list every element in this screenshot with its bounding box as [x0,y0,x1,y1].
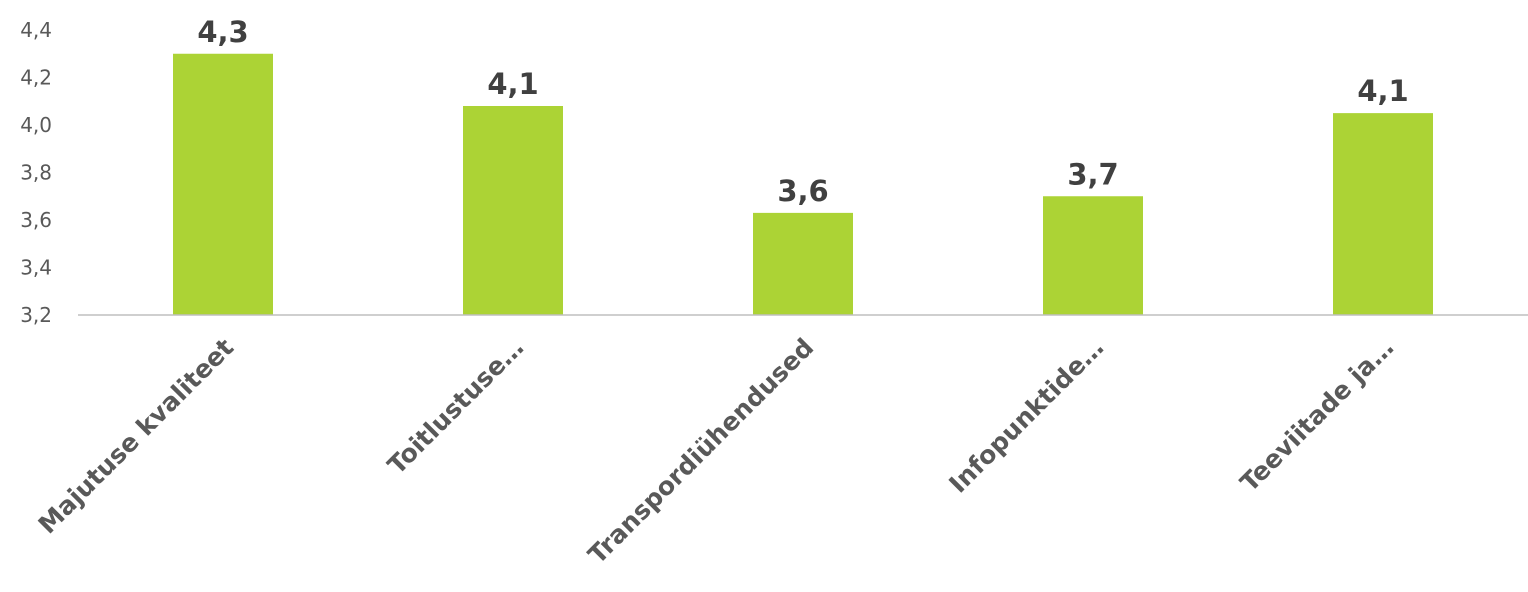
x-category-label: Toitlustuse… [382,333,529,480]
bar [753,212,853,315]
bar [1043,196,1143,315]
bar [1333,113,1433,315]
x-category-label: Majutuse kvaliteet [33,333,240,540]
x-category-label: Infopunktide… [943,333,1109,499]
x-category-label: Transpordiühendused [582,333,819,570]
y-tick-label: 4,4 [20,18,52,42]
data-label: 3,6 [777,174,828,208]
y-tick-label: 3,8 [20,161,52,185]
y-tick-label: 4,2 [20,66,52,90]
bars [173,53,1433,315]
data-label: 4,1 [1357,74,1408,108]
bar [463,106,563,315]
y-tick-label: 3,4 [20,256,52,280]
y-tick-label: 3,2 [20,303,52,327]
data-labels: 4,3 4,1 3,6 3,7 4,1 [197,15,1408,208]
data-label: 4,3 [197,15,248,49]
y-tick-label: 3,6 [20,208,52,232]
bar [173,53,273,315]
y-tick-label: 4,0 [20,113,52,137]
data-label: 3,7 [1067,157,1118,191]
data-label: 4,1 [487,67,538,101]
y-axis-ticks: 3,2 3,4 3,6 3,8 4,0 4,2 4,4 [20,18,52,327]
category-labels: Majutuse kvaliteet Toitlustuse… Transpordi… [33,333,1400,570]
x-category-label: Teeviitade ja… [1235,333,1400,498]
